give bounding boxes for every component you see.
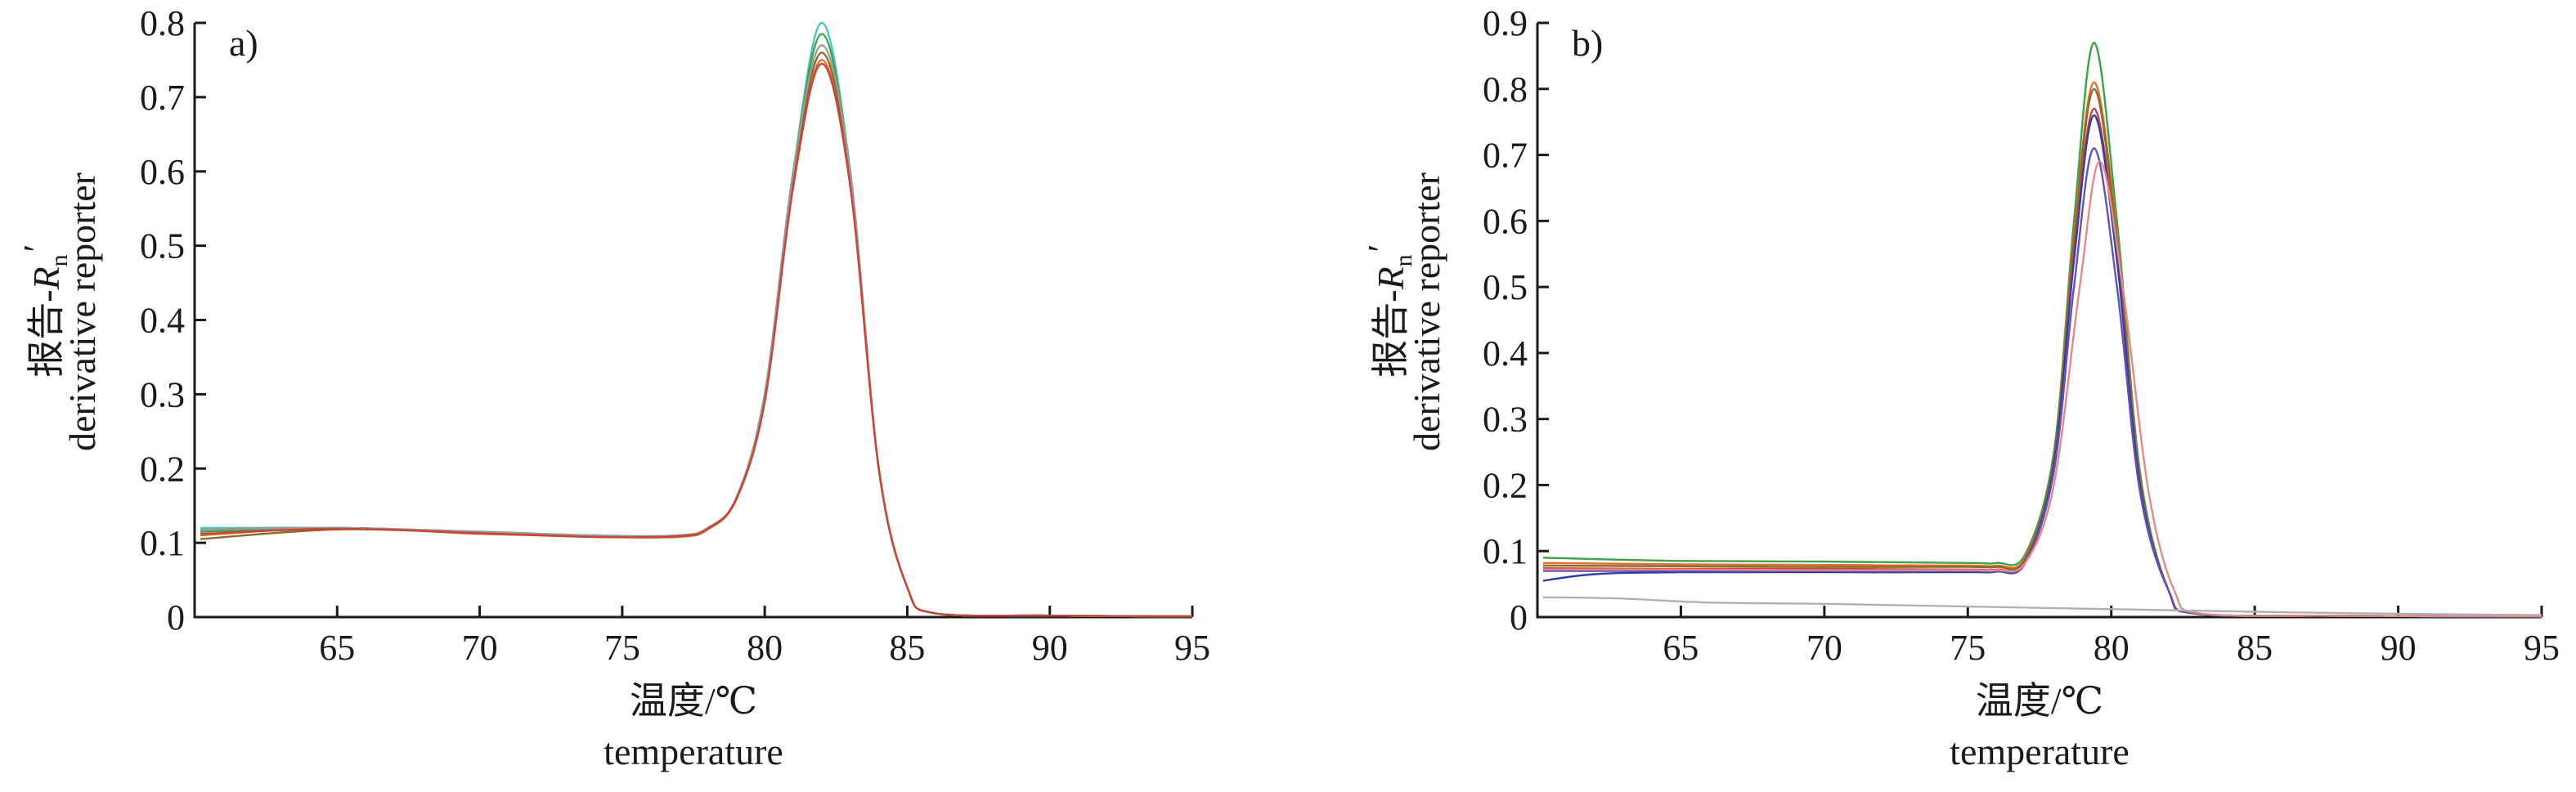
series-line bbox=[200, 62, 1193, 618]
x-tick-label: 90 bbox=[2381, 628, 2417, 668]
series-line bbox=[1542, 114, 2542, 618]
x-tick-label: 85 bbox=[889, 628, 925, 668]
y-tick-label: 0.8 bbox=[1483, 69, 1528, 110]
x-tick-label: 65 bbox=[319, 628, 355, 668]
panel-label: b) bbox=[1572, 22, 1603, 64]
x-axis-title-cn: 温度/℃ bbox=[630, 680, 757, 722]
x-tick-label: 95 bbox=[2524, 628, 2560, 668]
x-tick-label: 70 bbox=[462, 628, 498, 668]
y-tick-label: 0.7 bbox=[140, 78, 185, 118]
x-tick-label: 80 bbox=[747, 628, 783, 668]
y-tick-label: 0.1 bbox=[1483, 531, 1528, 571]
series-line bbox=[1542, 87, 2542, 618]
y-tick-label: 0.7 bbox=[1483, 136, 1528, 176]
x-axis-title-en: temperature bbox=[1950, 731, 2129, 772]
y-tick-label: 0.3 bbox=[1483, 400, 1528, 440]
series-line bbox=[1542, 81, 2542, 618]
x-tick-label: 65 bbox=[1663, 628, 1699, 668]
y-tick-label: 0.6 bbox=[140, 152, 185, 192]
y-tick-label: 0.2 bbox=[1483, 465, 1528, 505]
panel-label: a) bbox=[229, 22, 258, 64]
y-tick-label: 0.5 bbox=[1483, 267, 1528, 307]
x-tick-label: 70 bbox=[1806, 628, 1842, 668]
y-tick-label: 0 bbox=[1510, 597, 1528, 638]
y-axis-title-cn: 报告-Rn′ bbox=[16, 245, 73, 377]
y-tick-label: 0.1 bbox=[140, 523, 185, 563]
x-tick-label: 75 bbox=[604, 628, 640, 668]
x-tick-label: 90 bbox=[1032, 628, 1068, 668]
series-line bbox=[1542, 160, 2542, 618]
x-tick-label: 95 bbox=[1174, 628, 1210, 668]
x-tick-label: 85 bbox=[2237, 628, 2273, 668]
y-tick-label: 0.2 bbox=[140, 449, 185, 489]
y-tick-label: 0.4 bbox=[140, 301, 185, 341]
series-line bbox=[200, 51, 1193, 618]
y-tick-label: 0.4 bbox=[1483, 333, 1528, 374]
y-axis-title-en: derivative reporter bbox=[1406, 172, 1447, 451]
series-line bbox=[200, 44, 1193, 618]
chart-panel-a: 0 0.1 0.2 0.3 0.4 0.5 0.6 0.7 0.8 65 70 75 80 85 90 95 a… bbox=[16, 3, 1210, 772]
series-line bbox=[1542, 107, 2542, 618]
y-tick-label: 0.3 bbox=[140, 374, 185, 414]
series-line bbox=[1542, 596, 2542, 616]
series-line bbox=[1543, 147, 2542, 618]
y-tick-label: 0.5 bbox=[140, 226, 185, 266]
chart-panel-b: 0 0.1 0.2 0.3 0.4 0.5 0.6 0.7 0.8 0.9 65 70 75 80 85 90… bbox=[1360, 3, 2560, 772]
y-tick-label: 0.9 bbox=[1483, 3, 1528, 43]
y-tick-label: 0 bbox=[167, 597, 185, 638]
y-tick-label: 0.8 bbox=[140, 3, 185, 43]
y-axis-title-en: derivative reporter bbox=[61, 172, 103, 451]
y-axis-title-cn: 报告-Rn′ bbox=[1360, 245, 1417, 377]
x-tick-label: 80 bbox=[2094, 628, 2129, 668]
x-axis-title-cn: 温度/℃ bbox=[1976, 680, 2103, 722]
x-tick-label: 75 bbox=[1950, 628, 1986, 668]
y-tick-label: 0.6 bbox=[1483, 201, 1528, 241]
x-axis-title-en: temperature bbox=[604, 731, 783, 772]
